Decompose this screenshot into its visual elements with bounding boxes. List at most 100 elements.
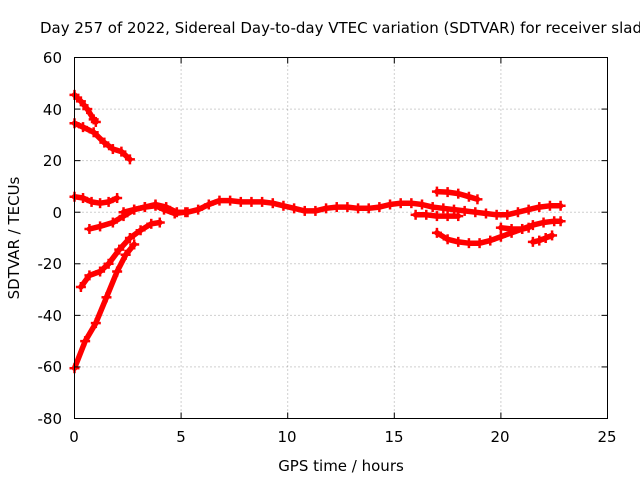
data-point [502, 209, 513, 220]
data-point [107, 217, 118, 228]
data-point [118, 207, 129, 218]
y-tick-label: -20 [38, 255, 63, 273]
series-arc-8 [431, 186, 483, 205]
data-point [485, 235, 496, 246]
data-point [495, 222, 506, 233]
data-point [203, 199, 214, 210]
data-point [540, 233, 551, 243]
x-tick-label: 10 [277, 428, 296, 446]
data-point [438, 203, 449, 214]
data-point [246, 196, 257, 207]
x-tick-label: 0 [69, 428, 79, 446]
data-point [410, 209, 421, 220]
data-point [395, 198, 406, 209]
data-point [182, 207, 193, 218]
y-tick-label: -80 [38, 410, 63, 428]
data-point [90, 318, 101, 329]
series-arc-7 [118, 195, 566, 220]
data-point [112, 266, 123, 277]
data-point [555, 216, 566, 227]
series-arc-9 [410, 209, 464, 222]
y-tick-label: -60 [38, 358, 63, 376]
data-point [278, 200, 289, 211]
data-point [406, 198, 417, 209]
data-point [321, 203, 332, 214]
series-arc-3 [69, 191, 123, 209]
series-arc-5 [75, 217, 165, 292]
data-point [417, 199, 428, 210]
data-point [523, 222, 534, 233]
x-axis-label: GPS time / hours [278, 457, 404, 475]
y-tick-label: 0 [52, 204, 62, 222]
data-point [512, 207, 523, 218]
x-tick-label: 15 [384, 428, 403, 446]
data-point [491, 209, 502, 220]
data-point [75, 96, 86, 107]
data-point [472, 194, 483, 205]
data-point [495, 231, 506, 242]
data-point [453, 188, 464, 199]
data-point [114, 244, 125, 255]
data-point [154, 217, 165, 228]
data-point [78, 193, 89, 204]
data-point [463, 191, 474, 202]
data-point [124, 233, 135, 243]
data-point [331, 202, 342, 213]
data-point [527, 236, 538, 247]
y-tick-label: -40 [38, 307, 63, 325]
data-point [538, 217, 549, 228]
data-point [86, 196, 97, 207]
data-point [534, 235, 545, 246]
data-point [139, 202, 150, 213]
data-point [101, 292, 112, 303]
x-tick-label: 25 [597, 428, 616, 446]
data-point [523, 204, 534, 215]
series-arc-6 [69, 239, 140, 374]
data-point [267, 198, 278, 209]
data-point [95, 221, 106, 232]
series-arc-12 [527, 230, 558, 247]
series-arc-10 [431, 216, 566, 249]
data-point [310, 205, 321, 216]
data-point [534, 202, 545, 213]
data-point [442, 187, 453, 198]
data-point [470, 207, 481, 218]
data-point [107, 144, 118, 155]
data-point [555, 200, 566, 211]
data-point [95, 266, 106, 277]
data-point [257, 196, 268, 207]
data-point [75, 281, 86, 292]
data-point [353, 203, 364, 214]
data-point [235, 196, 246, 207]
data-point [150, 199, 161, 210]
data-point [427, 202, 438, 213]
data-point [103, 258, 114, 269]
data-point [544, 200, 555, 211]
y-tick-label: 60 [43, 49, 62, 67]
x-tick-label: 5 [176, 428, 186, 446]
data-point [474, 238, 485, 249]
data-point [442, 211, 453, 222]
y-axis-label: SDTVAR / TECUs [5, 176, 23, 299]
data-point [385, 199, 396, 210]
data-point [124, 154, 135, 165]
y-tick-label: 20 [43, 152, 62, 170]
data-point [193, 204, 204, 215]
data-point [480, 208, 491, 219]
data-point [84, 223, 95, 234]
data-point [363, 203, 374, 214]
data-point [431, 227, 442, 238]
data-layer [69, 89, 566, 374]
data-point [453, 236, 464, 247]
data-point [431, 186, 442, 197]
x-tick-label: 20 [490, 428, 509, 446]
series-arc-2 [69, 118, 135, 165]
data-point [99, 137, 110, 148]
data-point [289, 203, 300, 214]
data-point [82, 104, 93, 115]
data-point [161, 202, 172, 213]
series-arc-11 [495, 222, 534, 234]
grid [74, 57, 608, 419]
data-point [129, 204, 140, 215]
